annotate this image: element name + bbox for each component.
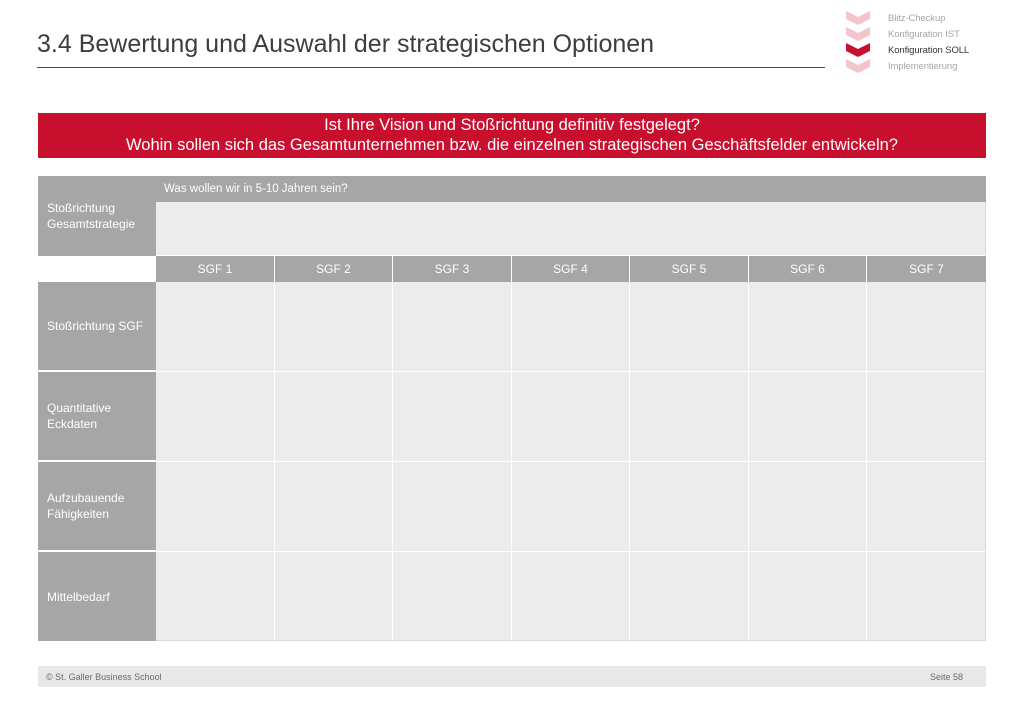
sgf-input-cell[interactable] (275, 282, 393, 372)
row-label-text: Mittelbedarf (47, 589, 110, 604)
sgf-input-cell[interactable] (749, 552, 867, 641)
sgf-header-label: SGF 4 (553, 262, 588, 276)
sgf-column-header: SGF 4 (512, 256, 630, 282)
sgf-input-cell[interactable] (512, 372, 630, 462)
nav-item-konfiguration-soll[interactable]: Konfiguration SOLL (845, 42, 1015, 58)
sgf-input-cell[interactable] (393, 552, 512, 641)
sgf-input-cell[interactable] (156, 462, 275, 552)
sgf-header-label: SGF 1 (197, 262, 233, 276)
sgf-input-cell[interactable] (156, 552, 275, 641)
chevron-down-icon (846, 59, 870, 73)
sgf-input-cell[interactable] (749, 282, 867, 372)
row-label-gesamtstrategie: Stoßrichtung Gesamtstrategie (38, 176, 156, 256)
row-label-mittelbedarf: Mittelbedarf (38, 552, 156, 641)
footer-bar: © St. Galler Business School Seite 58 (38, 666, 986, 687)
row-label-text: Stoßrichtung Gesamtstrategie (47, 201, 136, 231)
nav-item-implementierung[interactable]: Implementierung (845, 58, 1015, 74)
sgf-input-cell[interactable] (512, 282, 630, 372)
gesamt-input-cell[interactable] (156, 202, 986, 256)
row-label-text: Aufzubauende Fähigkeiten (47, 491, 125, 521)
chevron-down-icon (846, 27, 870, 41)
gesamt-question-text: Was wollen wir in 5-10 Jahren sein? (164, 183, 348, 195)
footer-copyright: © St. Galler Business School (46, 672, 162, 682)
sgf-input-cell[interactable] (393, 462, 512, 552)
sgf-input-cell[interactable] (393, 372, 512, 462)
banner-question-1: Ist Ihre Vision und Stoßrichtung definit… (324, 116, 700, 134)
title-divider (37, 67, 825, 68)
sgf-input-cell[interactable] (749, 462, 867, 552)
page-title: 3.4 Bewertung und Auswahl der strategisc… (37, 30, 655, 58)
banner-question-2: Wohin sollen sich das Gesamtunternehmen … (126, 136, 898, 154)
sgf-input-cell[interactable] (512, 462, 630, 552)
sgf-input-cell[interactable] (275, 552, 393, 641)
sgf-header-label: SGF 5 (671, 262, 707, 276)
sgf-input-cell[interactable] (156, 282, 275, 372)
sgf-column-header: SGF 6 (749, 256, 867, 282)
sgf-header-label: SGF 3 (434, 262, 470, 276)
sgf-input-cell[interactable] (867, 462, 986, 552)
sgf-input-cell[interactable] (867, 372, 986, 462)
sgf-column-header: SGF 2 (275, 256, 393, 282)
row-label-strossrichtung-sgf: Stoßrichtung SGF (38, 282, 156, 372)
sgf-input-cell[interactable] (630, 372, 749, 462)
nav-item-blitz-checkup[interactable]: Blitz-Checkup (845, 10, 1015, 26)
question-banner: Ist Ihre Vision und Stoßrichtung definit… (38, 113, 986, 158)
sgf-input-cell[interactable] (512, 552, 630, 641)
nav-label: Konfiguration SOLL (888, 45, 970, 56)
row-label-text: Stoßrichtung SGF (47, 319, 144, 333)
sgf-column-header: SGF 5 (630, 256, 749, 282)
sgf-input-cell[interactable] (867, 552, 986, 641)
nav-label: Konfiguration IST (888, 29, 960, 40)
sgf-input-cell[interactable] (156, 372, 275, 462)
sgf-input-cell[interactable] (867, 282, 986, 372)
nav-item-konfiguration-ist[interactable]: Konfiguration IST (845, 26, 1015, 42)
sgf-input-cell[interactable] (275, 372, 393, 462)
footer-page-number: Seite 58 (929, 672, 963, 682)
row-label-quantitative-eckdaten: Quantitative Eckdaten (38, 372, 156, 462)
sgf-column-header: SGF 7 (867, 256, 986, 282)
sgf-column-header: SGF 3 (393, 256, 512, 282)
sgf-input-cell[interactable] (275, 462, 393, 552)
sgf-header-label: SGF 7 (909, 262, 944, 276)
sgf-input-cell[interactable] (393, 282, 512, 372)
empty-corner-cell (38, 256, 156, 282)
nav-label: Implementierung (888, 61, 958, 72)
chevron-down-icon (846, 43, 870, 57)
sgf-input-cell[interactable] (630, 282, 749, 372)
nav-label: Blitz-Checkup (888, 13, 946, 24)
row-label-text: Quantitative Eckdaten (47, 401, 112, 431)
sgf-input-cell[interactable] (749, 372, 867, 462)
chevron-down-icon (846, 11, 870, 25)
sgf-header-label: SGF 2 (316, 262, 351, 276)
sgf-column-header: SGF 1 (156, 256, 275, 282)
row-label-aufzubauende-faehigkeiten: Aufzubauende Fähigkeiten (38, 462, 156, 552)
gesamt-question-header: Was wollen wir in 5-10 Jahren sein? (156, 176, 986, 202)
sgf-input-cell[interactable] (630, 462, 749, 552)
sgf-header-label: SGF 6 (790, 262, 825, 276)
sgf-input-cell[interactable] (630, 552, 749, 641)
